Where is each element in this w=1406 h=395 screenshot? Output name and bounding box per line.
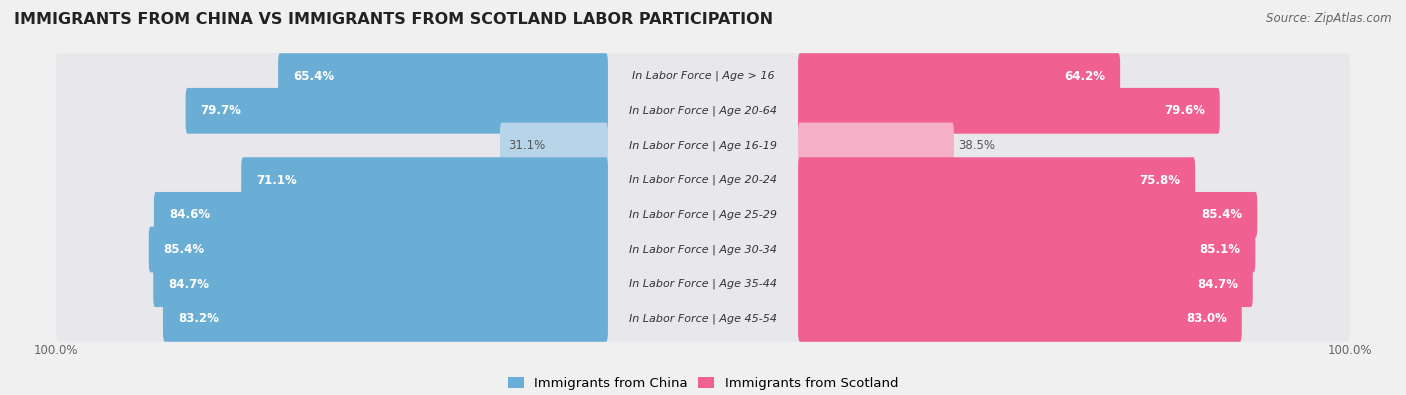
FancyBboxPatch shape [501,122,607,168]
FancyBboxPatch shape [799,157,1195,203]
Text: 84.7%: 84.7% [169,278,209,291]
FancyBboxPatch shape [799,227,1256,273]
Text: In Labor Force | Age 20-24: In Labor Force | Age 20-24 [628,175,778,185]
Text: 83.0%: 83.0% [1187,312,1227,325]
FancyBboxPatch shape [799,261,1253,307]
Text: 79.7%: 79.7% [201,104,242,117]
Text: In Labor Force | Age 20-64: In Labor Force | Age 20-64 [628,105,778,116]
Text: 85.1%: 85.1% [1199,243,1240,256]
Text: In Labor Force | Age 30-34: In Labor Force | Age 30-34 [628,244,778,255]
Text: 31.1%: 31.1% [509,139,546,152]
Text: In Labor Force | Age 35-44: In Labor Force | Age 35-44 [628,279,778,290]
FancyBboxPatch shape [56,261,1350,307]
Text: 84.7%: 84.7% [1197,278,1237,291]
FancyBboxPatch shape [799,88,1220,134]
FancyBboxPatch shape [799,192,1257,238]
FancyBboxPatch shape [149,227,607,273]
Text: 71.1%: 71.1% [256,174,297,187]
Text: In Labor Force | Age 16-19: In Labor Force | Age 16-19 [628,140,778,151]
FancyBboxPatch shape [278,53,607,99]
FancyBboxPatch shape [56,192,1350,238]
Legend: Immigrants from China, Immigrants from Scotland: Immigrants from China, Immigrants from S… [502,372,904,395]
FancyBboxPatch shape [56,296,1350,342]
Text: In Labor Force | Age 45-54: In Labor Force | Age 45-54 [628,314,778,324]
FancyBboxPatch shape [56,53,1350,99]
Text: 84.6%: 84.6% [169,208,209,221]
FancyBboxPatch shape [186,88,607,134]
FancyBboxPatch shape [163,296,607,342]
Text: 83.2%: 83.2% [177,312,219,325]
Text: 85.4%: 85.4% [1201,208,1243,221]
FancyBboxPatch shape [56,88,1350,134]
FancyBboxPatch shape [153,192,607,238]
Text: 75.8%: 75.8% [1139,174,1180,187]
FancyBboxPatch shape [242,157,607,203]
Text: 85.4%: 85.4% [163,243,205,256]
FancyBboxPatch shape [799,53,1121,99]
FancyBboxPatch shape [799,122,953,168]
Text: 79.6%: 79.6% [1164,104,1205,117]
FancyBboxPatch shape [56,122,1350,168]
Text: Source: ZipAtlas.com: Source: ZipAtlas.com [1267,12,1392,25]
FancyBboxPatch shape [56,157,1350,203]
Text: In Labor Force | Age 25-29: In Labor Force | Age 25-29 [628,210,778,220]
FancyBboxPatch shape [56,227,1350,273]
Text: 64.2%: 64.2% [1064,70,1105,83]
Text: 65.4%: 65.4% [292,70,335,83]
FancyBboxPatch shape [799,296,1241,342]
FancyBboxPatch shape [153,261,607,307]
Text: IMMIGRANTS FROM CHINA VS IMMIGRANTS FROM SCOTLAND LABOR PARTICIPATION: IMMIGRANTS FROM CHINA VS IMMIGRANTS FROM… [14,12,773,27]
Text: In Labor Force | Age > 16: In Labor Force | Age > 16 [631,71,775,81]
Text: 38.5%: 38.5% [959,139,995,152]
